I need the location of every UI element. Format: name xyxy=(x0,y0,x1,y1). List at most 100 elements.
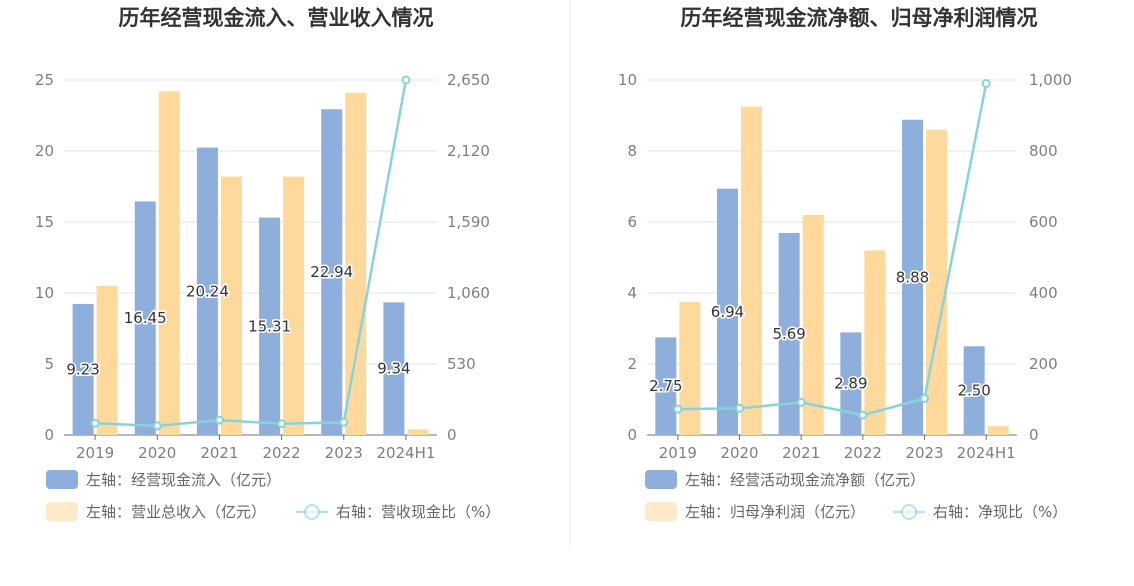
legend-swatch-bar-secondary[interactable] xyxy=(645,502,677,521)
legend-label[interactable]: 左轴：归母净利润（亿元） xyxy=(685,503,865,521)
left-axis-tick-label: 25 xyxy=(35,71,54,89)
right-axis-tick-label: 0 xyxy=(1029,426,1039,444)
left-axis-tick-label: 8 xyxy=(627,142,637,160)
x-axis-category-label: 2023 xyxy=(905,444,943,462)
left-axis-tick-label: 2 xyxy=(627,355,637,373)
ratio-line-point xyxy=(339,417,349,427)
legend-label[interactable]: 左轴：经营现金流入（亿元） xyxy=(86,471,281,489)
bar-primary xyxy=(902,119,923,435)
x-axis-category-label: 2020 xyxy=(720,444,758,462)
ratio-line-point xyxy=(858,410,868,420)
right-axis-tick-label: 2,120 xyxy=(447,142,490,160)
ratio-line-point xyxy=(796,397,806,407)
bar-secondary xyxy=(741,106,762,435)
chart-panel-cash-inflow-revenue: 历年经营现金流入、营业收入情况 0 0 5 530 10 1,060 15 1,590 20 2,… xyxy=(35,6,500,521)
legend-label[interactable]: 右轴：营收现金比（%） xyxy=(336,503,500,521)
chart-panel-net-cashflow-profit: 历年经营现金流净额、归母净利润情况 0 0 2 200 4 400 6 600 8 800 10 1,… xyxy=(618,6,1072,521)
bar-primary xyxy=(321,109,343,435)
ratio-line-point xyxy=(152,421,162,431)
legend-swatch-line-marker[interactable] xyxy=(304,504,320,520)
left-axis-tick-label: 15 xyxy=(35,213,54,231)
right-axis-tick-label: 800 xyxy=(1029,142,1058,160)
right-axis-tick-label: 530 xyxy=(447,355,476,373)
x-axis-category-label: 2024H1 xyxy=(957,444,1016,462)
bar-secondary xyxy=(345,92,367,435)
bar-data-label: 9.23 xyxy=(66,360,99,378)
legend-label[interactable]: 左轴：营业总收入（亿元） xyxy=(86,503,266,521)
left-axis-tick-label: 10 xyxy=(618,71,637,89)
ratio-line-point xyxy=(90,418,100,428)
x-axis-category-label: 2020 xyxy=(138,444,176,462)
x-axis-category-label: 2019 xyxy=(76,444,114,462)
bar-primary xyxy=(72,303,94,435)
right-axis-tick-label: 200 xyxy=(1029,355,1058,373)
bar-secondary xyxy=(407,429,429,435)
bar-secondary xyxy=(158,91,180,436)
right-axis-tick-label: 600 xyxy=(1029,213,1058,231)
ratio-line-point xyxy=(673,404,683,414)
x-axis-category-label: 2022 xyxy=(262,444,300,462)
ratio-line-point xyxy=(920,393,929,403)
left-axis-tick-label: 5 xyxy=(44,355,54,373)
bar-data-label: 22.94 xyxy=(310,263,353,281)
bar-secondary xyxy=(987,426,1009,435)
right-axis-tick-label: 1,000 xyxy=(1029,71,1072,89)
bar-secondary xyxy=(220,176,242,435)
bar-secondary xyxy=(96,285,118,435)
ratio-line-point xyxy=(277,419,287,429)
right-axis-tick-label: 400 xyxy=(1029,284,1058,302)
bar-primary xyxy=(778,233,800,435)
ratio-line-point xyxy=(981,79,991,89)
legend-swatch-bar-primary[interactable] xyxy=(46,470,78,489)
legend-label[interactable]: 右轴：净现比（%） xyxy=(933,503,1067,521)
chart-title: 历年经营现金流净额、归母净利润情况 xyxy=(681,6,1038,30)
right-axis-tick-label: 1,590 xyxy=(447,213,490,231)
bar-primary xyxy=(383,302,405,435)
bar-primary xyxy=(963,346,985,435)
bar-primary xyxy=(717,188,738,435)
bar-primary xyxy=(840,332,862,435)
bar-data-label: 20.24 xyxy=(186,282,229,300)
bar-data-label: 2.75 xyxy=(649,377,682,395)
ratio-line-point xyxy=(214,415,224,425)
bar-data-label: 2.89 xyxy=(834,375,867,393)
bar-primary xyxy=(196,147,218,436)
bar-data-label: 8.88 xyxy=(896,268,929,286)
ratio-line-point xyxy=(735,403,744,413)
x-axis-category-label: 2024H1 xyxy=(376,444,435,462)
bar-secondary xyxy=(679,301,701,435)
right-axis-tick-label: 2,650 xyxy=(447,71,490,89)
left-axis-tick-label: 0 xyxy=(44,426,54,444)
left-axis-tick-label: 0 xyxy=(627,426,637,444)
legend-label[interactable]: 左轴：经营活动现金流净额（亿元） xyxy=(685,471,925,489)
ratio-line xyxy=(677,83,988,417)
right-axis-tick-label: 0 xyxy=(447,426,457,444)
legend-swatch-bar-primary[interactable] xyxy=(645,470,677,489)
bar-data-label: 9.34 xyxy=(377,360,410,378)
x-axis-category-label: 2021 xyxy=(782,444,820,462)
x-axis-category-label: 2021 xyxy=(200,444,238,462)
bar-data-label: 5.69 xyxy=(772,325,805,343)
left-axis-tick-label: 20 xyxy=(35,142,54,160)
bar-data-label: 6.94 xyxy=(711,303,744,321)
legend-swatch-line-marker[interactable] xyxy=(901,504,917,520)
chart-title: 历年经营现金流入、营业收入情况 xyxy=(119,6,434,30)
x-axis-category-label: 2019 xyxy=(659,444,697,462)
bar-data-label: 15.31 xyxy=(248,317,291,335)
bar-data-label: 16.45 xyxy=(124,309,167,327)
left-axis-tick-label: 6 xyxy=(627,213,637,231)
ratio-line xyxy=(95,79,408,428)
bar-primary xyxy=(655,337,677,435)
bar-primary xyxy=(259,217,281,435)
bar-primary xyxy=(134,201,156,435)
bar-data-label: 2.50 xyxy=(957,382,990,400)
x-axis-category-label: 2023 xyxy=(325,444,363,462)
left-axis-tick-label: 4 xyxy=(627,284,637,302)
bar-secondary xyxy=(802,214,824,435)
ratio-line-point xyxy=(401,75,411,85)
legend-swatch-bar-secondary[interactable] xyxy=(46,502,78,521)
bar-secondary xyxy=(283,176,305,435)
left-axis-tick-label: 10 xyxy=(35,284,54,302)
